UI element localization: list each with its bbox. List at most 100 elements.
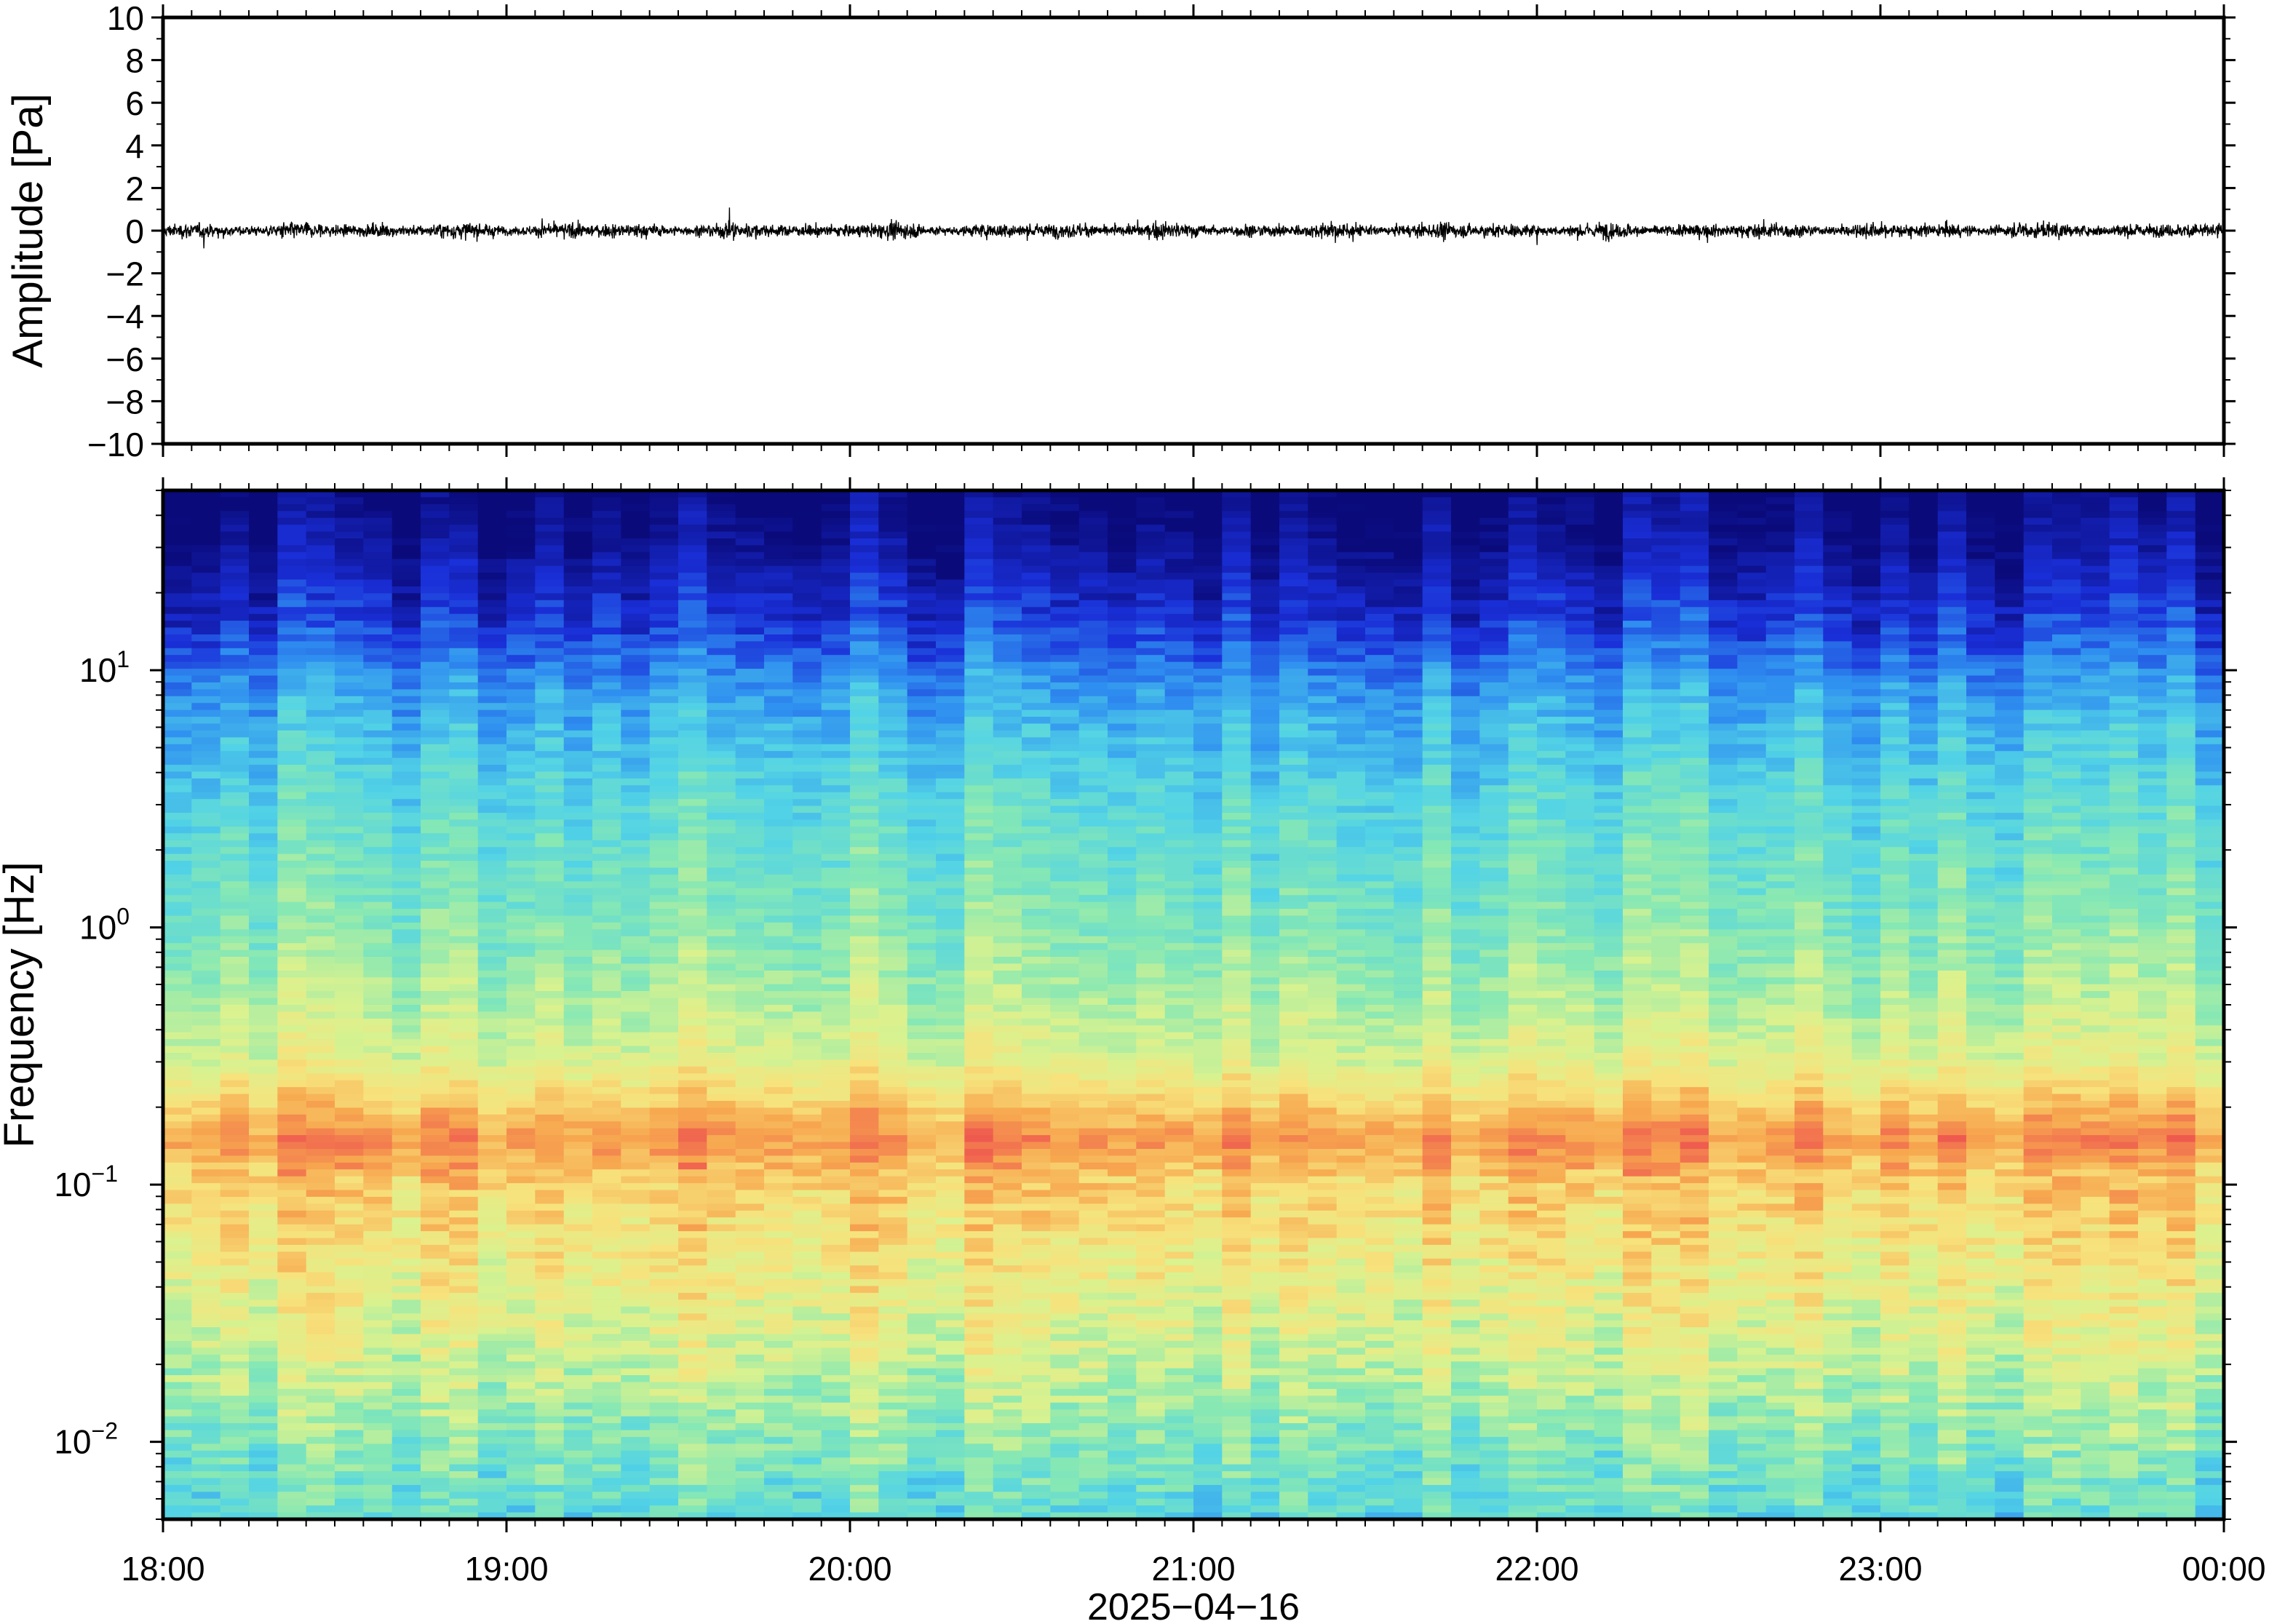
spectrogram-cell xyxy=(1136,881,1166,889)
spectrogram-cell xyxy=(1594,503,1624,512)
spectrogram-cell xyxy=(1136,655,1166,663)
spectrogram-cell xyxy=(907,490,937,498)
spectrogram-cell xyxy=(1823,915,1853,923)
spectrogram-cell xyxy=(1451,861,1481,869)
spectrogram-cell xyxy=(335,682,365,690)
spectrogram-cell xyxy=(306,525,335,533)
spectrogram-cell xyxy=(1880,545,1910,553)
spectrogram-cell xyxy=(1966,627,1996,635)
spectrogram-cell xyxy=(1623,600,1653,608)
spectrogram-cell xyxy=(907,757,937,765)
spectrogram-cell xyxy=(1795,778,1824,787)
spectrogram-cell xyxy=(1108,881,1137,889)
spectrogram-cell xyxy=(421,757,450,765)
spectrogram-cell xyxy=(1451,655,1481,663)
spectrogram-cell xyxy=(907,867,937,875)
spectrogram-cell xyxy=(306,613,335,621)
spectrogram-cell xyxy=(277,901,307,909)
spectrogram-cell xyxy=(506,833,536,841)
spectrogram-cell xyxy=(506,607,536,615)
spectrogram-cell xyxy=(535,874,565,883)
spectrogram-cell xyxy=(2109,600,2139,608)
spectrogram-cell xyxy=(764,600,794,608)
spectrogram-cell xyxy=(163,655,193,663)
spectrogram-cell xyxy=(1508,757,1538,765)
spectrogram-cell xyxy=(1909,881,1939,889)
spectrogram-cell xyxy=(1022,813,1052,821)
spectrogram-cell xyxy=(1680,737,1709,745)
spectrogram-cell xyxy=(649,703,679,711)
spectrogram-cell xyxy=(1765,696,1795,704)
spectrogram-cell xyxy=(1937,901,1967,909)
spectrogram-cell xyxy=(163,895,193,903)
spectrogram-cell xyxy=(2138,813,2168,821)
spectrogram-cell xyxy=(1909,861,1939,869)
spectrogram-cell xyxy=(1078,765,1108,773)
spectrogram-cell xyxy=(964,847,994,855)
spectrogram-cell xyxy=(1937,689,1967,697)
spectrogram-cell xyxy=(563,730,593,739)
spectrogram-cell xyxy=(707,744,736,752)
spectrogram-cell xyxy=(1451,565,1481,573)
spectrogram-cell xyxy=(477,778,507,787)
spectrogram-cell xyxy=(506,538,536,546)
spectrogram-cell xyxy=(1537,909,1567,917)
spectrogram-cell xyxy=(1823,709,1853,717)
spectrogram-cell xyxy=(1222,936,1252,944)
spectrogram-cell xyxy=(735,669,765,677)
spectrogram-cell xyxy=(621,861,651,869)
spectrogram-cell xyxy=(2195,661,2224,669)
spectrogram-cell xyxy=(621,573,651,581)
spectrogram-cell xyxy=(1050,874,1080,883)
spectrogram-cell xyxy=(1880,621,1910,629)
spectrogram-cell xyxy=(191,641,221,649)
spectrogram-cell xyxy=(1479,525,1509,533)
spectrogram-cell xyxy=(249,709,279,717)
spectrogram-cell xyxy=(1537,922,1567,931)
spectrogram-cell xyxy=(1937,531,1967,539)
spectrogram-cell xyxy=(1651,627,1681,635)
spectrogram-cell xyxy=(1308,915,1338,923)
spectrogram-cell xyxy=(2081,621,2110,629)
spectrogram-cell xyxy=(392,490,421,498)
spectrogram-cell xyxy=(277,757,307,765)
spectrogram-cell xyxy=(764,847,794,855)
spectrogram-cell xyxy=(163,861,193,869)
spectrogram-cell xyxy=(392,799,421,807)
spectrogram-cell xyxy=(1394,929,1423,937)
spectrogram-cell xyxy=(535,936,565,944)
waveform-y-tick-label: 6 xyxy=(125,84,144,122)
spectrogram-cell xyxy=(1279,929,1309,937)
spectrogram-cell xyxy=(1451,751,1481,759)
spectrogram-cell xyxy=(1709,490,1738,498)
spectrogram-cell xyxy=(1651,503,1681,512)
spectrogram-cell xyxy=(964,573,994,581)
spectrogram-cell xyxy=(477,901,507,909)
spectrogram-cell xyxy=(1995,607,2024,615)
spectrogram-cell xyxy=(878,929,908,937)
spectrogram-cell xyxy=(1365,757,1395,765)
spectrogram-cell xyxy=(1451,641,1481,649)
spectrogram-cell xyxy=(1680,621,1709,629)
spectrogram-cell xyxy=(878,511,908,519)
spectrogram-cell xyxy=(678,621,708,629)
spectrogram-cell xyxy=(878,696,908,704)
spectrogram-cell xyxy=(2109,511,2139,519)
spectrogram-cell xyxy=(1623,922,1653,931)
spectrogram-cell xyxy=(964,881,994,889)
spectrogram-cell xyxy=(1623,881,1653,889)
spectrogram-cell xyxy=(592,545,622,553)
spectrogram-cell xyxy=(1279,559,1309,567)
spectrogram-cell xyxy=(1765,881,1795,889)
spectrogram-cell xyxy=(1851,634,1881,642)
spectrogram-cell xyxy=(1565,538,1595,546)
spectrogram-cell xyxy=(1308,792,1338,800)
spectrogram-cell xyxy=(1508,895,1538,903)
spectrogram-cell xyxy=(964,709,994,717)
spectrogram-cell xyxy=(1308,922,1338,931)
spectrogram-cell xyxy=(764,717,794,725)
spectrogram-cell xyxy=(1594,874,1624,883)
spectrogram-cell xyxy=(936,833,966,841)
spectrogram-cell xyxy=(249,573,279,581)
spectrogram-cell xyxy=(1851,833,1881,841)
